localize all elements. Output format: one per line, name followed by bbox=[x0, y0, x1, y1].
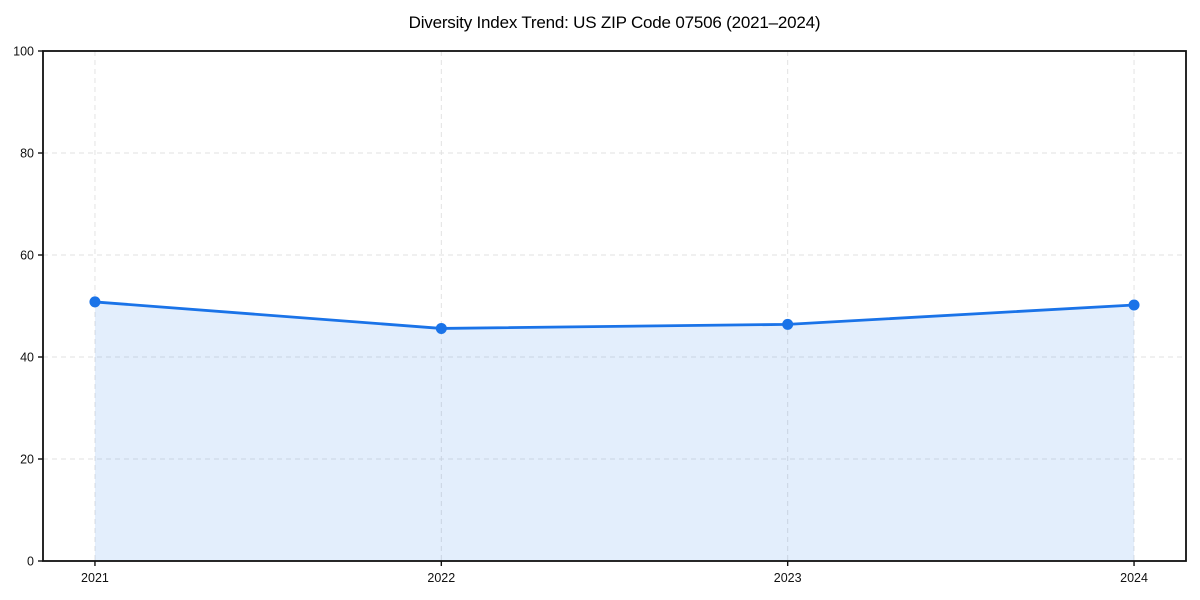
y-tick-label: 20 bbox=[20, 453, 34, 467]
y-tick-label: 40 bbox=[20, 351, 34, 365]
x-tick-label: 2023 bbox=[774, 571, 802, 585]
data-point-marker bbox=[89, 296, 101, 308]
x-tick-label: 2024 bbox=[1120, 571, 1148, 585]
x-tick-label: 2022 bbox=[427, 571, 455, 585]
data-point-marker bbox=[435, 322, 447, 334]
series-line bbox=[93, 300, 1136, 330]
y-tick-label: 60 bbox=[20, 249, 34, 263]
data-point-marker bbox=[1128, 299, 1140, 311]
chart-title: Diversity Index Trend: US ZIP Code 07506… bbox=[408, 13, 821, 32]
y-tick-label: 0 bbox=[27, 555, 34, 569]
x-tick-label: 2021 bbox=[81, 571, 109, 585]
y-tick-label: 100 bbox=[13, 45, 34, 59]
data-point-marker bbox=[782, 318, 794, 330]
series-area-fill bbox=[94, 301, 1135, 561]
y-tick-label: 80 bbox=[20, 147, 34, 161]
plot-border bbox=[42, 50, 1187, 562]
